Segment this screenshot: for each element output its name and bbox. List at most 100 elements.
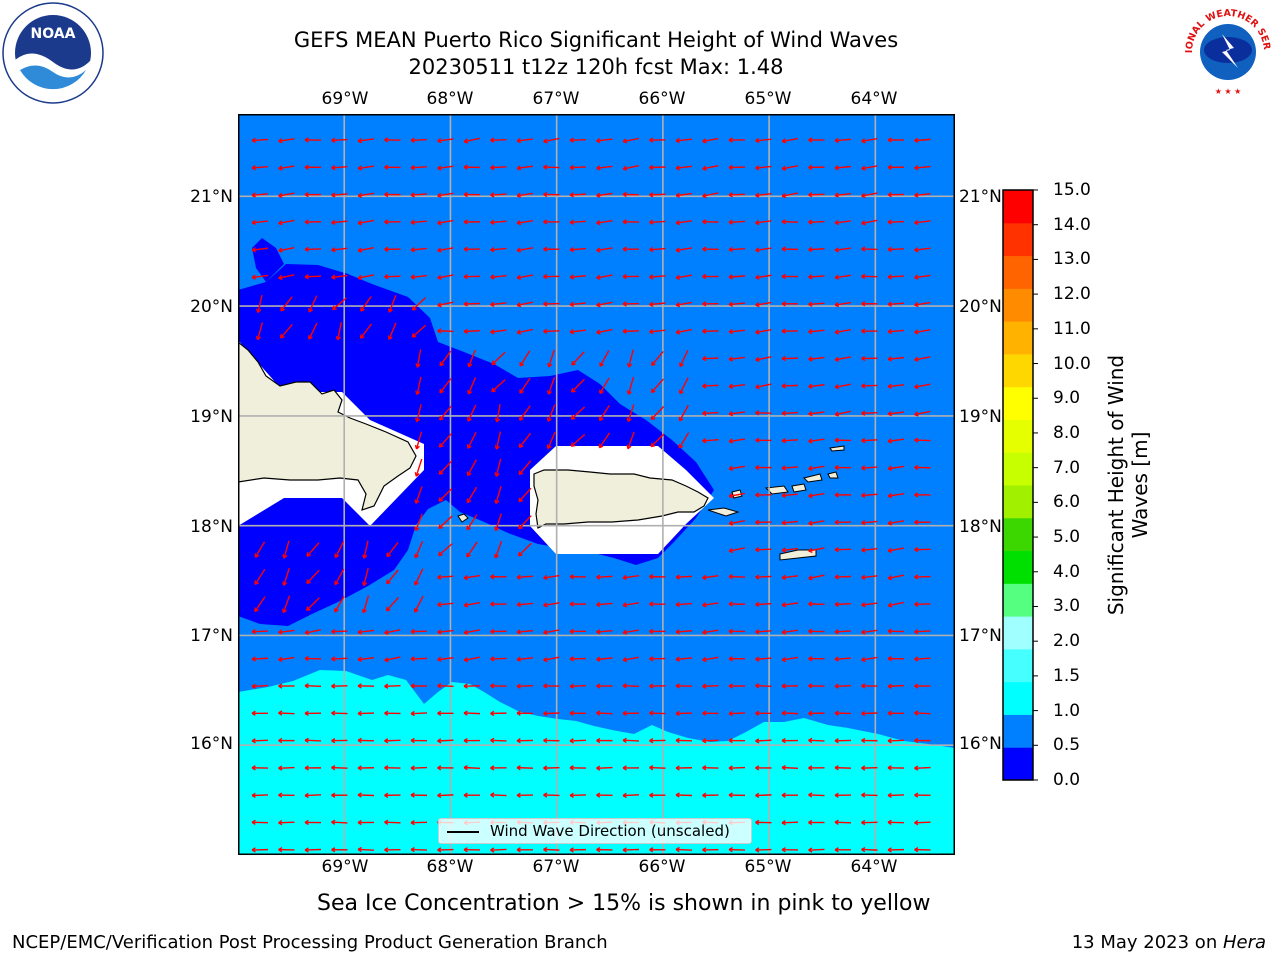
wave-arrow-head — [755, 574, 760, 580]
wave-arrow-head — [675, 192, 681, 198]
wave-arrow-head — [781, 656, 787, 663]
wave-arrow — [702, 384, 719, 387]
wave-arrow — [571, 351, 585, 366]
wave-arrow-head — [808, 520, 813, 526]
wave-arrow-head — [728, 656, 733, 662]
wave-arrow-head — [861, 737, 866, 744]
wave-arrow-head — [596, 656, 601, 662]
wave-arrow — [410, 193, 428, 196]
colorbar-segment — [1003, 353, 1033, 388]
wave-arrow-head — [728, 246, 733, 253]
wave-arrow — [808, 384, 825, 388]
wave-arrow-head — [702, 273, 707, 280]
wave-arrow — [278, 192, 295, 197]
wave-arrow-head — [569, 847, 574, 853]
wave-arrow — [914, 329, 931, 334]
wave-arrow-head — [304, 137, 309, 143]
wave-arrow — [278, 138, 295, 142]
wave-arrow — [570, 406, 586, 420]
wave-arrow-head — [543, 765, 548, 771]
wave-arrow — [415, 486, 423, 504]
wave-arrow — [834, 630, 852, 633]
wave-arrow-head — [834, 601, 839, 608]
wave-arrow — [728, 302, 746, 306]
wave-arrow-head — [596, 302, 601, 308]
wave-arrow — [437, 192, 454, 197]
wave-arrow — [675, 192, 693, 197]
wave-arrow-head — [914, 820, 919, 826]
colorbar-segment — [1003, 288, 1033, 322]
wave-arrow — [702, 602, 719, 606]
wave-arrow — [728, 329, 746, 333]
wave-arrow — [336, 322, 343, 341]
wave-arrow-head — [463, 219, 468, 225]
wave-arrow-head — [755, 492, 760, 498]
wave-arrow-head — [675, 765, 680, 771]
wave-arrow — [280, 323, 293, 339]
wave-arrow-head — [755, 710, 760, 716]
wave-arrow-head — [547, 390, 553, 395]
colorbar-segment — [1003, 419, 1033, 453]
wave-arrow — [702, 411, 719, 415]
wave-arrow-head — [543, 246, 548, 252]
wave-arrow-head — [728, 192, 733, 198]
wave-arrow — [569, 139, 587, 141]
wave-arrow — [622, 574, 640, 579]
wave-arrow-head — [304, 819, 309, 826]
wave-arrow-head — [649, 765, 654, 771]
wave-arrow-head — [702, 765, 707, 771]
wave-arrow — [729, 520, 745, 525]
wave-arrow — [678, 432, 690, 449]
wave-arrow-head — [808, 819, 813, 826]
wave-arrow-head — [808, 465, 813, 471]
lon-label-top-65w: 65°W — [744, 89, 792, 109]
colorbar-tick-label: 12.0 — [1053, 284, 1091, 305]
wave-arrow — [834, 220, 852, 224]
wave-arrow-head — [808, 164, 813, 171]
wave-arrow — [914, 274, 931, 279]
wave-arrow — [649, 275, 666, 278]
lat-label-right-19n: 19°N — [959, 407, 1002, 427]
wave-arrow-head — [728, 792, 733, 798]
colorbar-segment — [1003, 616, 1033, 650]
wave-arrow — [251, 220, 269, 224]
wave-arrow-head — [437, 683, 442, 689]
wave-arrow-head — [887, 547, 893, 554]
wave-arrow-head — [357, 737, 362, 744]
wave-arrow — [518, 432, 532, 448]
wave-arrow-head — [569, 683, 574, 689]
wave-arrow — [334, 596, 345, 613]
wave-arrow-head — [808, 411, 813, 417]
wave-arrow-head — [622, 792, 627, 799]
wave-arrow-head — [361, 581, 368, 587]
svg-text:NOAA: NOAA — [31, 26, 76, 42]
footer-date-text: 13 May 2023 on — [1071, 932, 1223, 953]
wave-arrow — [468, 349, 476, 368]
wave-arrow — [887, 356, 905, 360]
wave-arrow — [466, 541, 478, 558]
wave-arrow-head — [362, 554, 368, 559]
colorbar-tick-label: 7.0 — [1053, 457, 1081, 478]
wave-arrow — [410, 138, 428, 142]
wave-arrow-head — [914, 329, 919, 335]
wave-arrow — [304, 848, 322, 851]
wave-arrow-head — [331, 192, 336, 198]
wave-arrow-head — [490, 137, 495, 143]
wave-arrow-head — [596, 847, 601, 853]
wave-arrow — [914, 383, 931, 388]
wave-arrow-head — [649, 574, 654, 580]
wave-arrow — [914, 165, 931, 169]
footer-date: 13 May 2023 on Hera — [1072, 932, 1266, 954]
wave-arrow-head — [414, 580, 419, 586]
wave-arrow-head — [598, 443, 604, 449]
wave-arrow — [596, 274, 613, 279]
wave-arrow — [331, 630, 348, 633]
wave-arrow-head — [861, 355, 866, 362]
wave-arrow — [437, 629, 454, 633]
wave-arrow-head — [834, 165, 839, 171]
wave-arrow — [755, 602, 772, 606]
wave-arrow-head — [357, 683, 362, 689]
wave-arrow-head — [437, 247, 442, 253]
nws-logo: NATIONAL WEATHER SERVICE ★ ★ ★ — [1178, 0, 1274, 98]
wave-arrow — [834, 657, 852, 660]
